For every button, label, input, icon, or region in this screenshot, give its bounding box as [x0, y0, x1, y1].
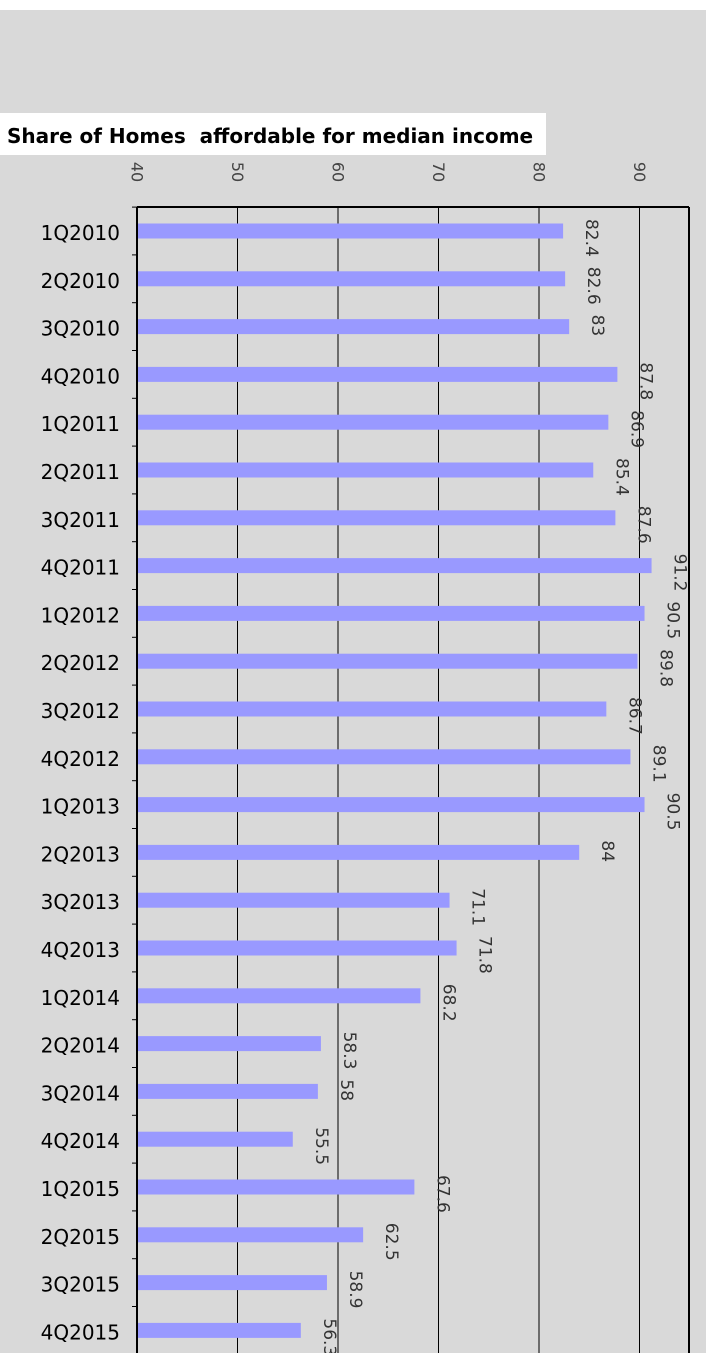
bar — [138, 1179, 415, 1195]
bar — [138, 1083, 318, 1099]
category-label: 1Q2013 — [41, 795, 120, 819]
data-label: 86.9 — [626, 410, 646, 448]
bar — [138, 988, 421, 1004]
category-label: 1Q2015 — [41, 1177, 120, 1201]
category-label: 2Q2011 — [41, 460, 120, 484]
data-label: 55.5 — [311, 1127, 331, 1165]
bar — [138, 366, 618, 382]
data-label: 87.8 — [635, 362, 655, 400]
category-label: 2Q2013 — [41, 842, 120, 866]
data-label: 67.6 — [432, 1175, 452, 1213]
category-label: 2Q2015 — [41, 1225, 120, 1249]
bar — [138, 462, 594, 478]
data-label: 83 — [587, 315, 607, 337]
category-axis-labels: 1Q2010 2Q2010 3Q2010 4Q2010 1Q2011 2Q2011 3Q20… — [41, 206, 137, 1344]
data-label: 87.6 — [633, 506, 653, 544]
category-label: 1Q2014 — [41, 986, 120, 1010]
x-tick-label: 50 — [228, 162, 247, 182]
category-label: 2Q2014 — [41, 1034, 120, 1058]
bar — [138, 797, 645, 813]
data-label: 90.5 — [663, 793, 683, 831]
data-label: 71.8 — [475, 936, 495, 974]
bars — [138, 223, 652, 1338]
category-label: 1Q2010 — [41, 221, 120, 245]
data-label: 84 — [597, 840, 617, 862]
data-label: 71.1 — [468, 888, 488, 926]
category-label: 2Q2010 — [41, 269, 120, 293]
bar — [138, 414, 609, 430]
x-tick-label: 70 — [429, 162, 448, 182]
bar — [138, 1275, 327, 1291]
bar — [138, 223, 564, 239]
chart-title: Share of Homes affordable for median inc… — [7, 124, 534, 148]
x-tick-label: 40 — [128, 162, 147, 182]
category-label: 4Q2014 — [41, 1129, 120, 1153]
category-label: 1Q2011 — [41, 412, 120, 436]
category-label: 4Q2011 — [41, 556, 120, 580]
gridlines — [136, 206, 690, 1353]
category-label: 3Q2013 — [41, 890, 120, 914]
data-label: 86.7 — [624, 697, 644, 735]
bar — [138, 271, 566, 287]
bar — [138, 319, 570, 335]
bar — [138, 749, 631, 765]
data-label: 58.3 — [339, 1032, 359, 1070]
x-tick-label: 60 — [329, 162, 348, 182]
category-label: 4Q2012 — [41, 747, 120, 771]
bar — [138, 1131, 293, 1147]
x-axis-ticks: 40 50 60 70 80 90 — [128, 162, 650, 182]
bar — [138, 1227, 364, 1243]
category-label: 4Q2015 — [41, 1320, 120, 1344]
data-label: 58 — [336, 1079, 356, 1101]
category-label: 3Q2011 — [41, 508, 120, 532]
data-label: 58.9 — [345, 1271, 365, 1309]
category-label: 1Q2012 — [41, 603, 120, 627]
bar — [138, 940, 457, 956]
x-tick-label: 90 — [630, 162, 649, 182]
category-label: 4Q2013 — [41, 938, 120, 962]
data-label: 68.2 — [438, 984, 458, 1022]
bar — [138, 605, 645, 621]
category-label: 3Q2015 — [41, 1273, 120, 1297]
data-label: 91.2 — [670, 554, 690, 592]
bar — [138, 1036, 321, 1052]
data-label: 85.4 — [611, 458, 631, 496]
category-label: 3Q2014 — [41, 1081, 120, 1105]
category-label: 3Q2012 — [41, 699, 120, 723]
category-label: 4Q2010 — [41, 364, 120, 388]
bar — [138, 510, 616, 526]
category-label: 2Q2012 — [41, 651, 120, 675]
data-label: 82.6 — [583, 267, 603, 305]
bar — [138, 701, 607, 717]
data-label: 56.3 — [319, 1318, 339, 1353]
bar — [138, 653, 638, 669]
data-label: 89.8 — [655, 649, 675, 687]
category-label: 3Q2010 — [41, 317, 120, 341]
bar — [138, 558, 652, 574]
data-label: 90.5 — [663, 601, 683, 639]
bar — [138, 1322, 301, 1338]
x-tick-label: 80 — [530, 162, 549, 182]
bar — [138, 844, 580, 860]
data-label: 62.5 — [381, 1223, 401, 1261]
data-label: 82.4 — [581, 219, 601, 257]
bar — [138, 892, 450, 908]
data-label: 89.1 — [648, 745, 668, 783]
chart-title-box — [0, 113, 546, 155]
data-labels: 82.4 82.6 83 87.8 86.9 85.487.6 91.2 90.5 89.8 86… — [311, 219, 690, 1353]
